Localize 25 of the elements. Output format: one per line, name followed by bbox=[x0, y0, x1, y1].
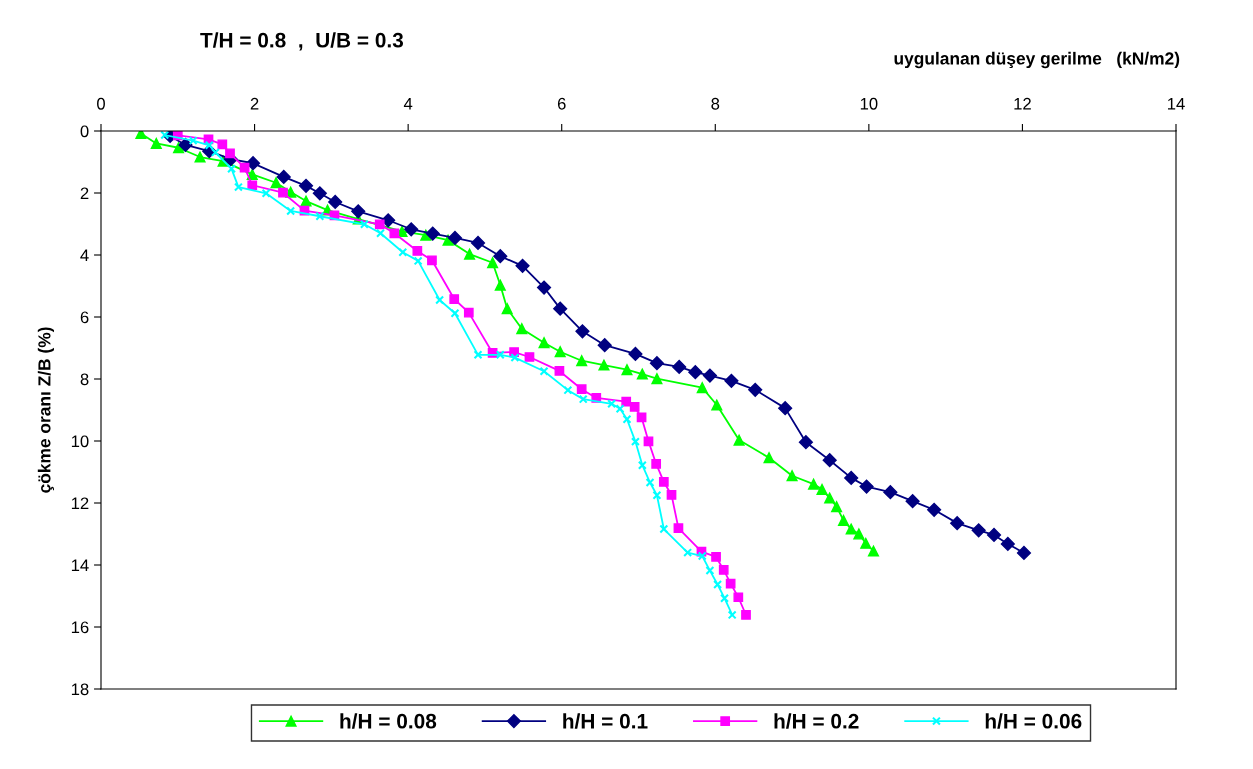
legend-label: h/H = 0.06 bbox=[985, 713, 1082, 729]
x-tick-label: 14 bbox=[1168, 98, 1185, 110]
x-tick-label: 8 bbox=[711, 97, 720, 110]
y-tick-label: 14 bbox=[71, 559, 89, 572]
legend-label: h/H = 0.1 bbox=[563, 713, 648, 729]
x-tick-label: 12 bbox=[1014, 97, 1031, 110]
x-axis-title: uygulanan düşey gerilme (kN/m2) bbox=[894, 51, 1180, 69]
legend-label: h/H = 0.08 bbox=[340, 713, 437, 729]
x-tick-label: 6 bbox=[557, 97, 566, 110]
y-tick-label: 18 bbox=[71, 683, 89, 696]
y-tick-label: 8 bbox=[80, 373, 89, 386]
y-tick-label: 10 bbox=[71, 435, 89, 448]
y-tick-label: 4 bbox=[80, 249, 89, 262]
y-axis-title: çökme oranı Z/B (%) bbox=[37, 327, 54, 493]
x-tick-label: 4 bbox=[403, 98, 413, 110]
chart-title: T/H = 0.8 , U/B = 0.3 bbox=[200, 32, 404, 51]
x-tick-label: 10 bbox=[860, 97, 878, 110]
y-tick-label: 2 bbox=[80, 187, 89, 200]
y-tick-label: 16 bbox=[71, 621, 89, 634]
x-tick-label: 2 bbox=[250, 97, 259, 110]
y-tick-label: 12 bbox=[71, 497, 89, 510]
legend-label: h/H = 0.2 bbox=[774, 713, 859, 729]
x-tick-label: 0 bbox=[97, 97, 105, 110]
y-tick-label: 6 bbox=[80, 311, 89, 324]
y-tick-label: 0 bbox=[80, 125, 89, 138]
